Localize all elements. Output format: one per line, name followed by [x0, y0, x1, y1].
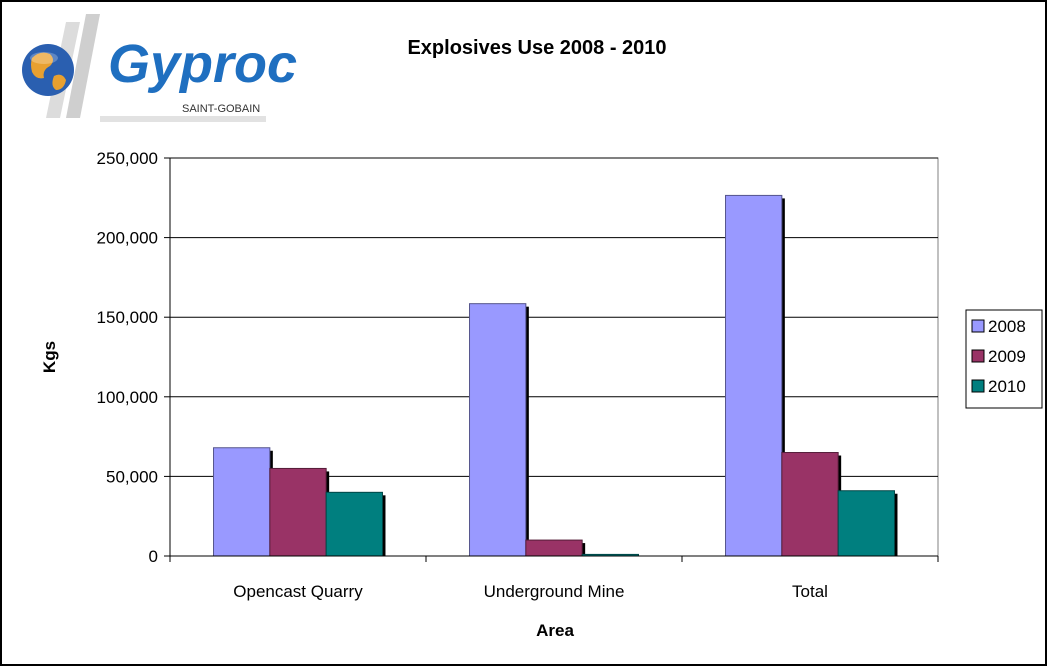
y-tick-label: 50,000 — [106, 467, 158, 486]
chart-title: Explosives Use 2008 - 2010 — [407, 37, 666, 59]
bar-2009-underground-mine — [525, 539, 583, 557]
x-tick-label: Opencast Quarry — [233, 582, 363, 601]
bar-2008-opencast-quarry — [213, 447, 271, 557]
x-tick-label: Total — [792, 582, 828, 601]
bar-2008-total — [725, 194, 783, 557]
gyproc-logo: Gyproc SAINT-GOBAIN — [22, 14, 297, 122]
y-tick-label: 0 — [149, 547, 158, 566]
bar-2008-underground-mine — [469, 303, 527, 557]
x-axis-title: Area — [536, 621, 574, 640]
y-tick-label: 250,000 — [97, 149, 158, 168]
legend-label-2010: 2010 — [988, 377, 1026, 396]
legend: 2008 2009 2010 — [965, 309, 1043, 409]
bar-2010-opencast-quarry — [325, 491, 383, 557]
x-tick-label: Underground Mine — [484, 582, 625, 601]
y-tick-label: 200,000 — [97, 229, 158, 248]
legend-swatch-2008 — [971, 319, 985, 333]
legend-label-2009: 2009 — [988, 347, 1026, 366]
bar-2009-opencast-quarry — [269, 467, 327, 557]
legend-swatch-2009 — [971, 349, 985, 363]
y-ticks: 0 50,000 100,000 150,000 200,000 250,000 — [97, 149, 170, 566]
bars-group — [213, 194, 898, 557]
y-tick-label: 150,000 — [97, 308, 158, 327]
legend-swatch-2010 — [971, 379, 985, 393]
logo-brand-text: Gyproc — [108, 34, 297, 94]
y-axis-title: Kgs — [40, 341, 59, 373]
x-ticks: Opencast Quarry Underground Mine Total — [169, 556, 939, 601]
bar-2009-total — [781, 452, 839, 557]
y-tick-label: 100,000 — [97, 388, 158, 407]
legend-label-2008: 2008 — [988, 317, 1026, 336]
globe-icon — [22, 44, 74, 96]
bar-2010-total — [837, 490, 895, 557]
logo-sub-text: SAINT-GOBAIN — [182, 103, 260, 115]
